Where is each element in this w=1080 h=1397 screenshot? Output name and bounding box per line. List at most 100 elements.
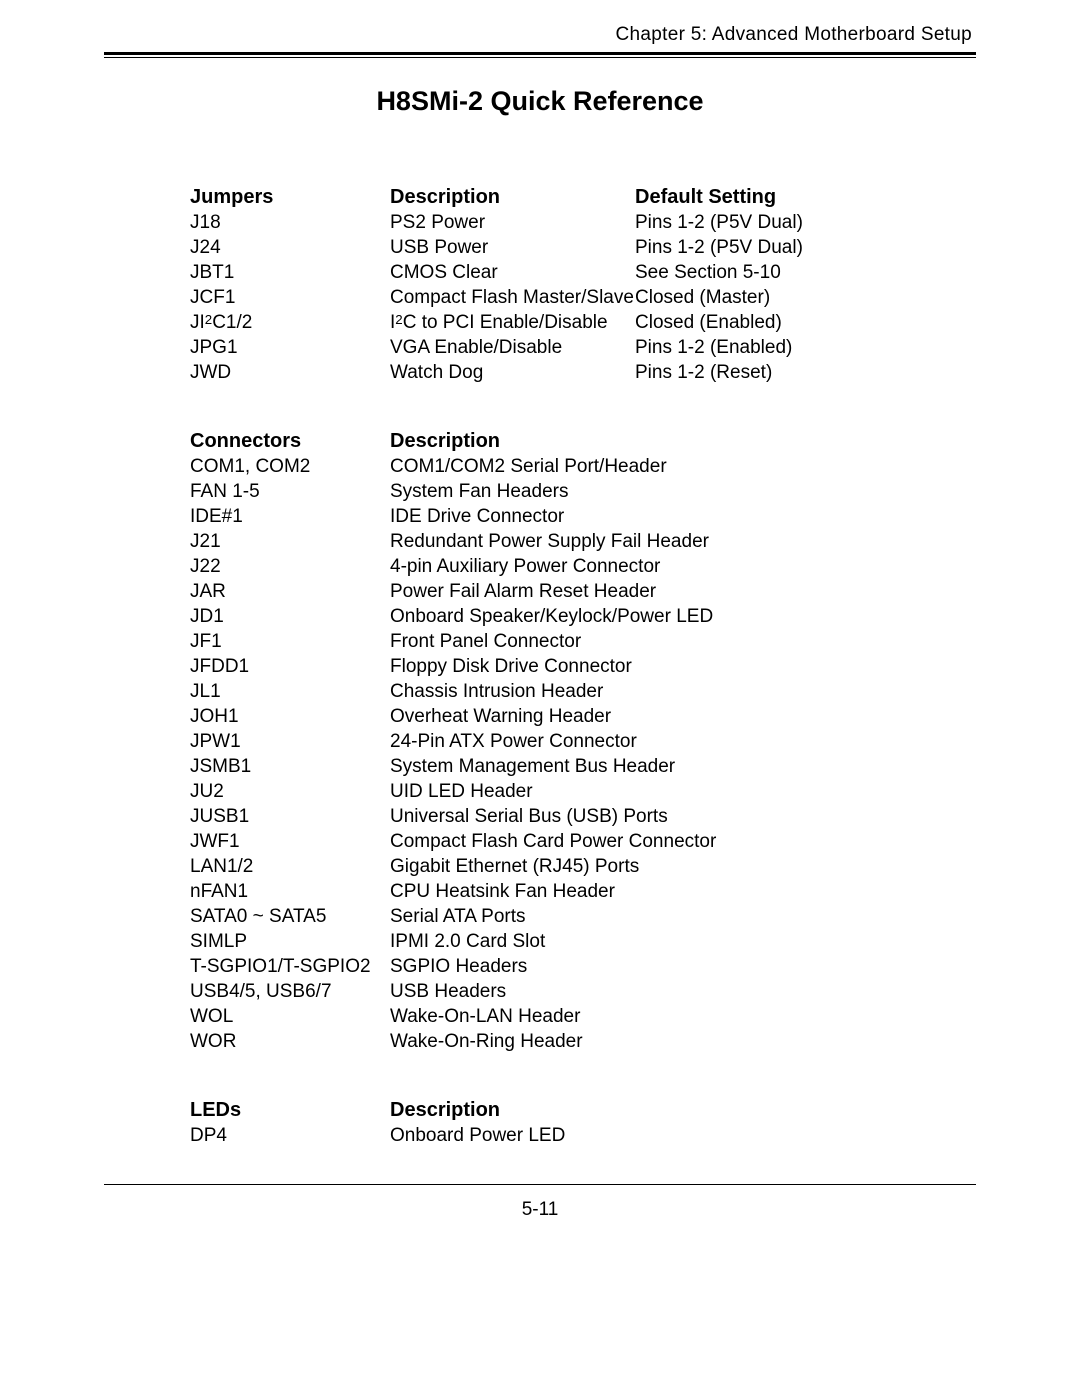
table-row: JCF1Compact Flash Master/SlaveClosed (Ma… xyxy=(190,285,936,310)
page-title: H8SMi-2 Quick Reference xyxy=(104,86,976,117)
table-cell: JWF1 xyxy=(190,829,390,854)
table-cell: WOR xyxy=(190,1029,390,1054)
table-cell: SATA0 ~ SATA5 xyxy=(190,904,390,929)
jumpers-table: Jumpers Description Default Setting J18P… xyxy=(190,185,936,385)
table-cell: Pins 1-2 (P5V Dual) xyxy=(635,235,936,260)
table-cell: 4-pin Auxiliary Power Connector xyxy=(390,554,936,579)
table-cell: Pins 1-2 (Enabled) xyxy=(635,335,936,360)
header-rule-thin xyxy=(104,57,976,58)
table-cell: System Management Bus Header xyxy=(390,754,936,779)
table-row: T-SGPIO1/T-SGPIO2SGPIO Headers xyxy=(190,954,936,979)
table-row: LAN1/2Gigabit Ethernet (RJ45) Ports xyxy=(190,854,936,879)
table-row: J21Redundant Power Supply Fail Header xyxy=(190,529,936,554)
chapter-header: Chapter 5: Advanced Motherboard Setup xyxy=(104,24,976,46)
table-row: DP4Onboard Power LED xyxy=(190,1123,936,1148)
table-cell: I2C to PCI Enable/Disable xyxy=(390,310,635,335)
table-cell: Gigabit Ethernet (RJ45) Ports xyxy=(390,854,936,879)
connectors-heading-col1: Description xyxy=(390,429,936,454)
leds-body: DP4Onboard Power LED xyxy=(190,1123,936,1148)
table-row: J24USB PowerPins 1-2 (P5V Dual) xyxy=(190,235,936,260)
table-row: JL1Chassis Intrusion Header xyxy=(190,679,936,704)
table-cell: Front Panel Connector xyxy=(390,629,936,654)
table-cell: JUSB1 xyxy=(190,804,390,829)
table-cell: IDE Drive Connector xyxy=(390,504,936,529)
table-cell: IDE#1 xyxy=(190,504,390,529)
table-cell: Universal Serial Bus (USB) Ports xyxy=(390,804,936,829)
table-cell: Onboard Power LED xyxy=(390,1123,936,1148)
table-cell: LAN1/2 xyxy=(190,854,390,879)
table-cell: JCF1 xyxy=(190,285,390,310)
table-row: WORWake-On-Ring Header xyxy=(190,1029,936,1054)
table-row: SATA0 ~ SATA5Serial ATA Ports xyxy=(190,904,936,929)
connectors-table: Connectors Description COM1, COM2COM1/CO… xyxy=(190,429,936,1054)
table-row: FAN 1-5System Fan Headers xyxy=(190,479,936,504)
table-row: WOLWake-On-LAN Header xyxy=(190,1004,936,1029)
table-cell: COM1/COM2 Serial Port/Header xyxy=(390,454,936,479)
table-row: JWDWatch DogPins 1-2 (Reset) xyxy=(190,360,936,385)
table-cell: nFAN1 xyxy=(190,879,390,904)
jumpers-heading-col2: Default Setting xyxy=(635,185,936,210)
jumpers-heading-col0: Jumpers xyxy=(190,185,390,210)
table-cell: Closed (Enabled) xyxy=(635,310,936,335)
table-cell: Pins 1-2 (P5V Dual) xyxy=(635,210,936,235)
table-cell: IPMI 2.0 Card Slot xyxy=(390,929,936,954)
table-cell: Compact Flash Card Power Connector xyxy=(390,829,936,854)
table-cell: VGA Enable/Disable xyxy=(390,335,635,360)
section-gap xyxy=(190,385,936,429)
table-row: JPW124-Pin ATX Power Connector xyxy=(190,729,936,754)
leds-table: LEDs Description DP4Onboard Power LED xyxy=(190,1098,936,1148)
table-cell: SIMLP xyxy=(190,929,390,954)
table-cell: Watch Dog xyxy=(390,360,635,385)
table-cell: Onboard Speaker/Keylock/Power LED xyxy=(390,604,936,629)
table-cell: UID LED Header xyxy=(390,779,936,804)
table-cell: JWD xyxy=(190,360,390,385)
table-row: SIMLPIPMI 2.0 Card Slot xyxy=(190,929,936,954)
table-row: J18PS2 PowerPins 1-2 (P5V Dual) xyxy=(190,210,936,235)
table-row: IDE#1IDE Drive Connector xyxy=(190,504,936,529)
header-rule-thick xyxy=(104,52,976,55)
table-cell: USB Headers xyxy=(390,979,936,1004)
table-cell: Serial ATA Ports xyxy=(390,904,936,929)
table-row: JUSB1Universal Serial Bus (USB) Ports xyxy=(190,804,936,829)
table-cell: 24-Pin ATX Power Connector xyxy=(390,729,936,754)
table-row: JPG1VGA Enable/DisablePins 1-2 (Enabled) xyxy=(190,335,936,360)
table-cell: JI2C1/2 xyxy=(190,310,390,335)
table-cell: DP4 xyxy=(190,1123,390,1148)
jumpers-header-row: Jumpers Description Default Setting xyxy=(190,185,936,210)
table-cell: FAN 1-5 xyxy=(190,479,390,504)
page: Chapter 5: Advanced Motherboard Setup H8… xyxy=(0,0,1080,1397)
table-cell: J21 xyxy=(190,529,390,554)
table-cell: J18 xyxy=(190,210,390,235)
table-row: J224-pin Auxiliary Power Connector xyxy=(190,554,936,579)
leds-heading-col0: LEDs xyxy=(190,1098,390,1123)
jumpers-body: J18PS2 PowerPins 1-2 (P5V Dual)J24USB Po… xyxy=(190,210,936,385)
jumpers-heading-col1: Description xyxy=(390,185,635,210)
leds-heading-col1: Description xyxy=(390,1098,936,1123)
table-cell: JAR xyxy=(190,579,390,604)
leds-header-row: LEDs Description xyxy=(190,1098,936,1123)
connectors-heading-col0: Connectors xyxy=(190,429,390,454)
table-row: COM1, COM2COM1/COM2 Serial Port/Header xyxy=(190,454,936,479)
table-cell: COM1, COM2 xyxy=(190,454,390,479)
table-cell: JBT1 xyxy=(190,260,390,285)
table-cell: CMOS Clear xyxy=(390,260,635,285)
table-cell: Floppy Disk Drive Connector xyxy=(390,654,936,679)
section-gap xyxy=(190,1054,936,1098)
table-row: JI2C1/2I2C to PCI Enable/DisableClosed (… xyxy=(190,310,936,335)
table-cell: Closed (Master) xyxy=(635,285,936,310)
table-cell: Overheat Warning Header xyxy=(390,704,936,729)
table-cell: JF1 xyxy=(190,629,390,654)
table-row: JF1Front Panel Connector xyxy=(190,629,936,654)
table-cell: JD1 xyxy=(190,604,390,629)
table-cell: WOL xyxy=(190,1004,390,1029)
table-cell: JPW1 xyxy=(190,729,390,754)
page-number: 5-11 xyxy=(104,1199,976,1221)
connectors-header-row: Connectors Description xyxy=(190,429,936,454)
table-cell: CPU Heatsink Fan Header xyxy=(390,879,936,904)
table-row: JBT1CMOS ClearSee Section 5-10 xyxy=(190,260,936,285)
table-cell: JOH1 xyxy=(190,704,390,729)
table-cell: JPG1 xyxy=(190,335,390,360)
table-cell: PS2 Power xyxy=(390,210,635,235)
table-cell: JSMB1 xyxy=(190,754,390,779)
table-cell: USB4/5, USB6/7 xyxy=(190,979,390,1004)
